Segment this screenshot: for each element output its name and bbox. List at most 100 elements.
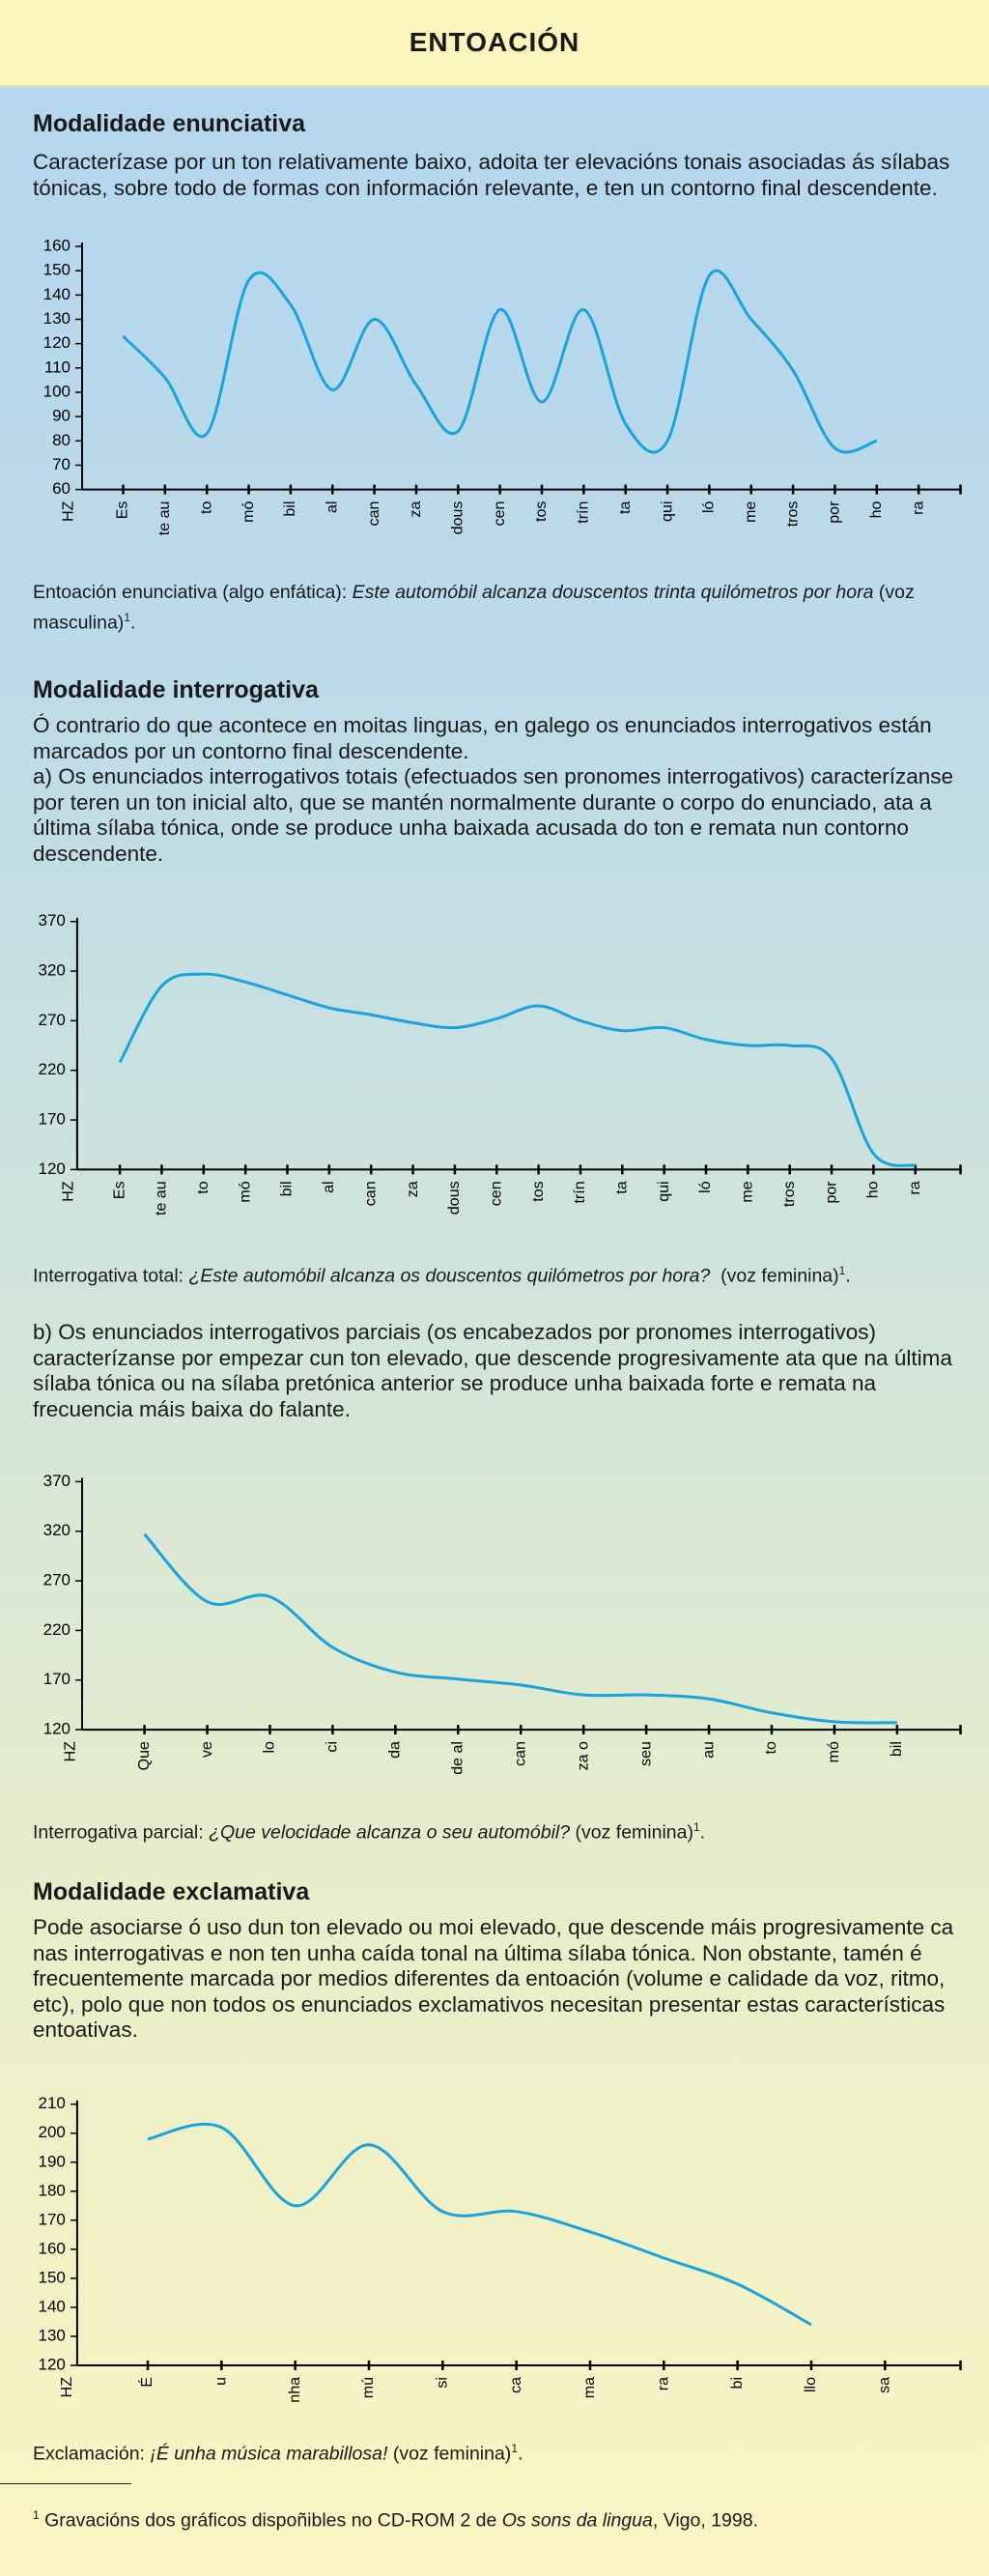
y-tick-label: 120 [43, 333, 71, 352]
caption: Exclamación: ¡É unha música marabillosa!… [33, 2436, 989, 2467]
x-tick-label: tos [530, 1181, 547, 1201]
x-tick-label: tros [781, 1181, 798, 1207]
note-ref: 1 [511, 2442, 518, 2455]
x-tick-label: bi [729, 2377, 746, 2389]
x-tick-label: mú [360, 2377, 377, 2398]
caption-end: . [845, 1265, 851, 1287]
y-tick-label: 210 [39, 2094, 66, 2112]
footnote-rule [0, 2483, 131, 2484]
pitch-line [143, 1532, 897, 1725]
x-tick-label: ra [656, 2377, 672, 2390]
y-tick-label: 160 [39, 2239, 66, 2257]
x-tick-label: sa [877, 2377, 893, 2393]
y-tick-label: 60 [52, 479, 71, 498]
y-tick-label: 170 [39, 2210, 66, 2228]
x-tick-label: bil [279, 1181, 296, 1196]
caption-example: ¡É unha música marabillosa! [150, 2443, 388, 2465]
heading: Modalidade interrogativa [33, 676, 319, 703]
y-tick-label: 190 [39, 2152, 66, 2170]
y-tick-label: 170 [43, 1670, 71, 1688]
x-tick-label: ca [508, 2377, 524, 2393]
note-ref: 1 [692, 1820, 700, 1834]
caption-lead: Interrogativa parcial: [33, 1821, 204, 1844]
x-tick-label: dous [450, 501, 466, 535]
x-tick-label: mó [240, 501, 257, 523]
y-tick-label: 120 [39, 1159, 66, 1178]
x-tick-label: to [198, 501, 214, 513]
note-ref: 1 [838, 1264, 846, 1277]
x-tick-label: ma [581, 2377, 598, 2398]
caption-voice: (voz feminina) [575, 1821, 693, 1844]
x-tick-label: seu [637, 1741, 654, 1766]
caption-voice: (voz masculina) [33, 582, 915, 634]
caption-end: . [699, 1821, 706, 1844]
x-tick-label: dous [446, 1181, 463, 1215]
caption-voice: (voz feminina) [721, 1265, 839, 1287]
x-tick-label: por [827, 501, 843, 524]
x-tick-label: cen [492, 501, 508, 527]
x-tick-label: me [740, 1181, 756, 1202]
y-tick-label: 130 [43, 309, 71, 328]
x-tick-label: ve [199, 1741, 215, 1758]
caption-end: . [518, 2443, 523, 2465]
x-tick-label: lo [262, 1741, 278, 1754]
y-tick-label: 370 [39, 911, 66, 930]
x-tick-label: bil [282, 501, 298, 517]
y-tick-label: 110 [44, 358, 71, 376]
y-tick-label: 200 [39, 2123, 66, 2141]
text-block: Pode asociarse ó uso dun ton elevado ou … [33, 1915, 970, 2044]
paragraph: Ó contrario do que acontece en moitas li… [33, 713, 932, 763]
x-tick-label: can [366, 501, 382, 527]
x-tick-label: de al [450, 1741, 466, 1775]
text-block: b) Os enunciados interrogativos parciais… [33, 1320, 960, 1422]
x-tick-label: me [743, 501, 759, 523]
y-unit-label: HZ [59, 2377, 75, 2398]
x-tick-label: ló [697, 1181, 714, 1193]
x-tick-label: al [324, 501, 340, 513]
paragraph: Caracterízase por un ton relativamente b… [33, 150, 950, 200]
x-tick-label: qui [656, 1181, 672, 1201]
footnote-text: Gravacións dos gráficos dispoñibles no C… [44, 2509, 497, 2532]
caption-lead: Exclamación: [33, 2443, 145, 2465]
y-tick-label: 100 [43, 382, 71, 400]
section: Modalidade exclamativa [33, 1878, 989, 1906]
y-unit-label: HZ [62, 1741, 78, 1762]
note-ref: 1 [124, 611, 130, 624]
paragraph: b) Os enunciados interrogativos parciais… [33, 1320, 952, 1421]
x-tick-label: mó [826, 1741, 842, 1762]
x-tick-label: za o [575, 1741, 591, 1770]
y-tick-label: 150 [39, 2268, 66, 2286]
y-tick-label: 320 [39, 961, 66, 980]
x-tick-label: ho [868, 501, 885, 518]
x-tick-label: za [408, 501, 424, 518]
caption-lead: Entoación enunciativa (algo enfática): [33, 582, 348, 603]
y-tick-label: 270 [39, 1011, 66, 1029]
header: ENTOACIÓN [0, 0, 989, 87]
y-tick-label: 120 [43, 1720, 71, 1738]
x-tick-label: to [195, 1181, 212, 1193]
x-tick-label: ta [617, 501, 634, 513]
y-tick-label: 180 [39, 2181, 66, 2199]
paragraph: Pode asociarse ó uso dun ton elevado ou … [33, 1915, 954, 2042]
footnote-rest: , Vigo, 1998. [652, 2509, 759, 2532]
y-tick-label: 370 [43, 1472, 71, 1490]
text-block: Caracterízase por un ton relativamente b… [33, 150, 960, 201]
x-tick-label: za [405, 1181, 421, 1197]
y-tick-label: 70 [52, 455, 71, 473]
x-tick-label: u [213, 2377, 230, 2386]
x-tick-label: can [362, 1181, 379, 1206]
x-tick-label: tros [784, 501, 801, 528]
x-tick-label: te au [154, 1181, 170, 1216]
caption-example: ¿Que velocidade alcanza o seu automóbil? [209, 1821, 571, 1844]
y-tick-label: 130 [39, 2326, 66, 2344]
x-tick-label: trín [576, 501, 592, 524]
y-tick-label: 90 [52, 407, 71, 425]
y-tick-label: 80 [52, 431, 71, 449]
x-tick-label: Es [111, 1181, 127, 1199]
y-tick-label: 320 [43, 1521, 71, 1539]
note-number: 1 [33, 2508, 40, 2522]
y-tick-label: 150 [43, 261, 71, 279]
x-tick-label: can [512, 1741, 528, 1766]
